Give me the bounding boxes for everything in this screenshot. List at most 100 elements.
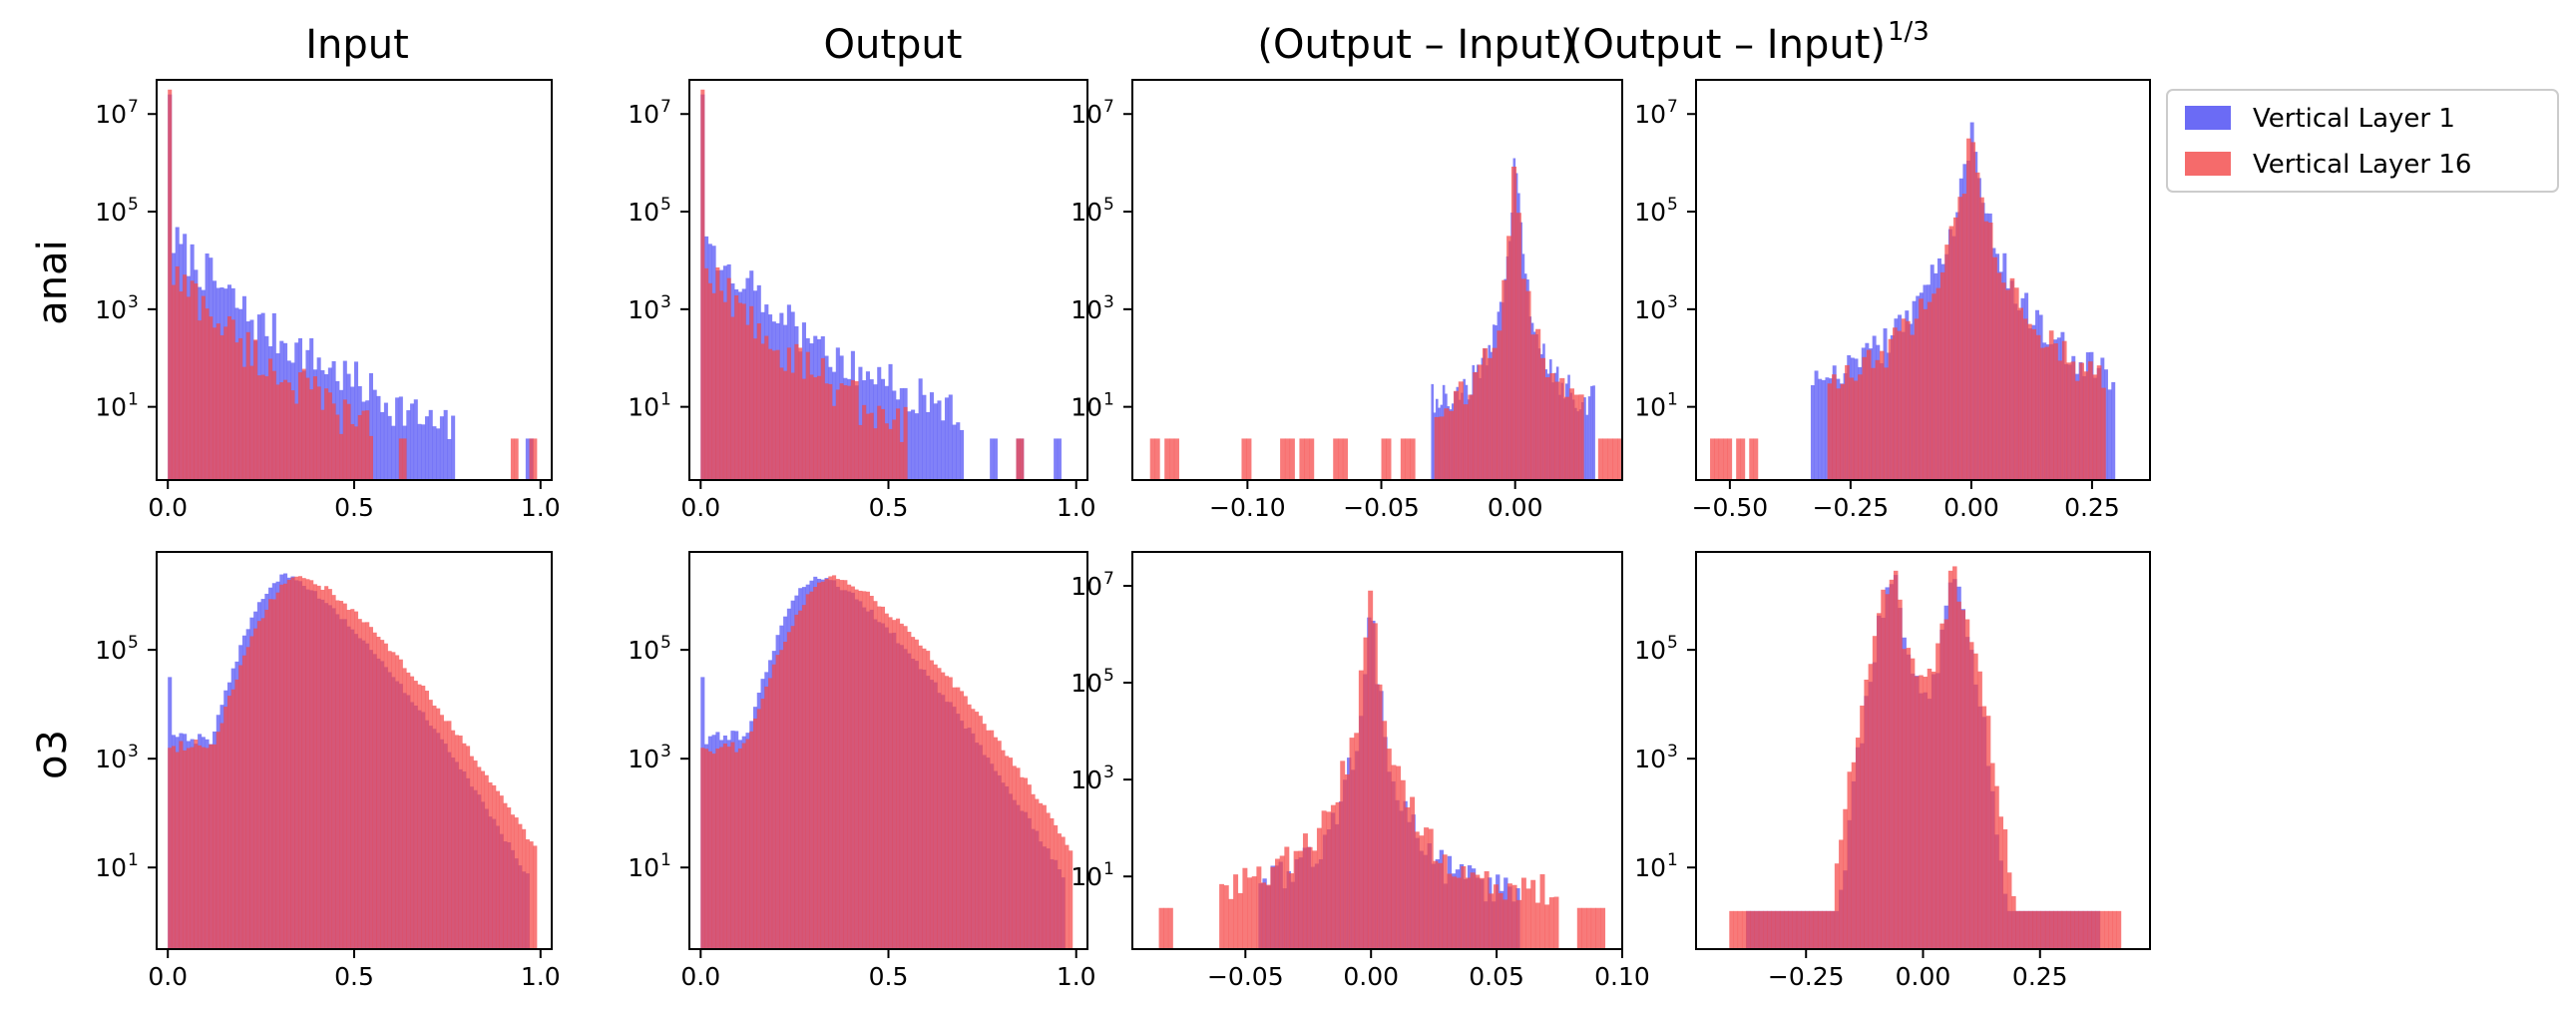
- histogram-bar: [914, 413, 919, 480]
- histogram-bar: [2066, 362, 2071, 480]
- histogram-bar: [1372, 623, 1378, 949]
- histogram-bar: [439, 715, 444, 949]
- histogram-bar: [1167, 907, 1173, 949]
- histogram-bar: [1784, 910, 1789, 949]
- histogram-bar: [786, 347, 791, 480]
- y-tick-exponent: 5: [128, 195, 139, 215]
- histogram-bar: [929, 392, 934, 480]
- histogram-bar: [297, 576, 302, 949]
- y-tick-label: 10: [1634, 198, 1666, 227]
- histogram-bar: [2009, 277, 2015, 480]
- histogram-bar: [1714, 438, 1720, 480]
- histogram-bar: [1354, 733, 1360, 949]
- histogram-bar: [816, 582, 822, 949]
- histogram-bar: [1520, 877, 1526, 949]
- histogram-bar: [1974, 172, 1980, 480]
- histogram-bar: [205, 308, 210, 480]
- histogram-bar: [824, 383, 829, 480]
- histogram-bar: [309, 580, 314, 949]
- histogram-bar: [1860, 705, 1865, 949]
- histogram-bar: [801, 605, 806, 949]
- histogram-bar: [835, 579, 840, 949]
- histogram-bar: [1818, 378, 1823, 480]
- histogram-bar: [354, 611, 359, 949]
- histogram-bar: [2088, 361, 2093, 480]
- x-tick-label: 0.00: [1943, 493, 1999, 522]
- histogram-bar: [2006, 872, 2012, 949]
- x-tick-label: 0.25: [2064, 493, 2120, 522]
- histogram-bar: [350, 609, 355, 949]
- histogram-bar: [1749, 438, 1754, 480]
- histogram-bar: [2019, 910, 2025, 949]
- histogram-bar: [376, 395, 381, 480]
- histogram-bar: [809, 591, 814, 949]
- histogram-bar: [1587, 396, 1591, 480]
- histogram-bar: [1456, 877, 1462, 949]
- histogram-bar: [2044, 346, 2050, 480]
- histogram-bar: [1851, 761, 1857, 949]
- histogram-bar: [884, 613, 889, 949]
- histogram-bar: [1489, 893, 1495, 949]
- histogram-bar: [922, 648, 927, 949]
- histogram-bar: [1386, 438, 1392, 480]
- histogram-bar: [768, 348, 773, 480]
- histogram-bar: [1727, 438, 1733, 480]
- histogram-bar: [213, 327, 217, 480]
- histogram-bar: [869, 595, 874, 949]
- histogram-bar: [700, 89, 705, 480]
- histogram-bar: [1410, 796, 1416, 949]
- histogram-bar: [271, 599, 276, 949]
- histogram-bar: [342, 399, 347, 480]
- histogram-bar: [1307, 846, 1313, 949]
- histogram-bar: [997, 741, 1002, 949]
- histogram-bar: [2013, 287, 2019, 480]
- histogram-bar: [828, 576, 833, 949]
- x-tick-label: 0.5: [869, 493, 909, 522]
- histogram-bar: [241, 655, 246, 949]
- histogram-bar: [1525, 888, 1531, 949]
- histogram-bar: [1461, 866, 1467, 949]
- y-tick-exponent: 3: [128, 292, 139, 312]
- histogram-bar: [376, 637, 381, 949]
- histogram-bar: [305, 377, 310, 480]
- histogram-bar: [1956, 601, 1961, 949]
- histogram-bar: [1906, 648, 1912, 949]
- histogram-bar: [775, 655, 780, 949]
- histogram-bar: [865, 591, 870, 949]
- x-tick-label: −0.05: [1343, 493, 1420, 522]
- histogram-bar: [707, 751, 712, 949]
- histogram-bar: [877, 405, 882, 480]
- histogram-bar: [264, 376, 269, 480]
- histogram-bar: [320, 589, 325, 949]
- histogram-bar: [1947, 570, 1953, 949]
- y-tick-label: 10: [1071, 295, 1102, 324]
- histogram-bar: [1985, 716, 1991, 949]
- histogram-bar: [1866, 349, 1872, 480]
- y-tick-exponent: 1: [1667, 390, 1678, 410]
- histogram-bar: [1050, 817, 1055, 949]
- histogram-bar: [383, 402, 388, 480]
- histogram-bar: [952, 424, 957, 480]
- histogram-bar: [1054, 438, 1059, 480]
- legend-frame: [2166, 89, 2559, 193]
- histogram-bar: [722, 744, 727, 949]
- histogram-bar: [952, 687, 957, 949]
- histogram-bar: [1363, 637, 1369, 949]
- histogram-bar: [1020, 438, 1025, 480]
- histogram-bar: [2040, 347, 2045, 480]
- histogram-bar: [1814, 370, 1819, 480]
- histogram-bar: [2104, 369, 2108, 480]
- histogram-bar: [525, 839, 530, 949]
- histogram-bar: [2032, 910, 2037, 949]
- histogram-bar: [2087, 910, 2092, 949]
- y-tick-exponent: 5: [1667, 195, 1678, 215]
- x-tick-label: 1.0: [1057, 962, 1096, 991]
- histogram-bar: [297, 372, 302, 480]
- histogram-bar: [380, 411, 385, 480]
- y-tick-label: 10: [95, 745, 127, 773]
- histogram-bar: [1948, 226, 1954, 480]
- histogram-bar: [510, 438, 515, 480]
- histogram-bar: [1888, 338, 1894, 480]
- y-tick-exponent: 1: [1667, 850, 1678, 870]
- histogram-bar: [873, 428, 878, 480]
